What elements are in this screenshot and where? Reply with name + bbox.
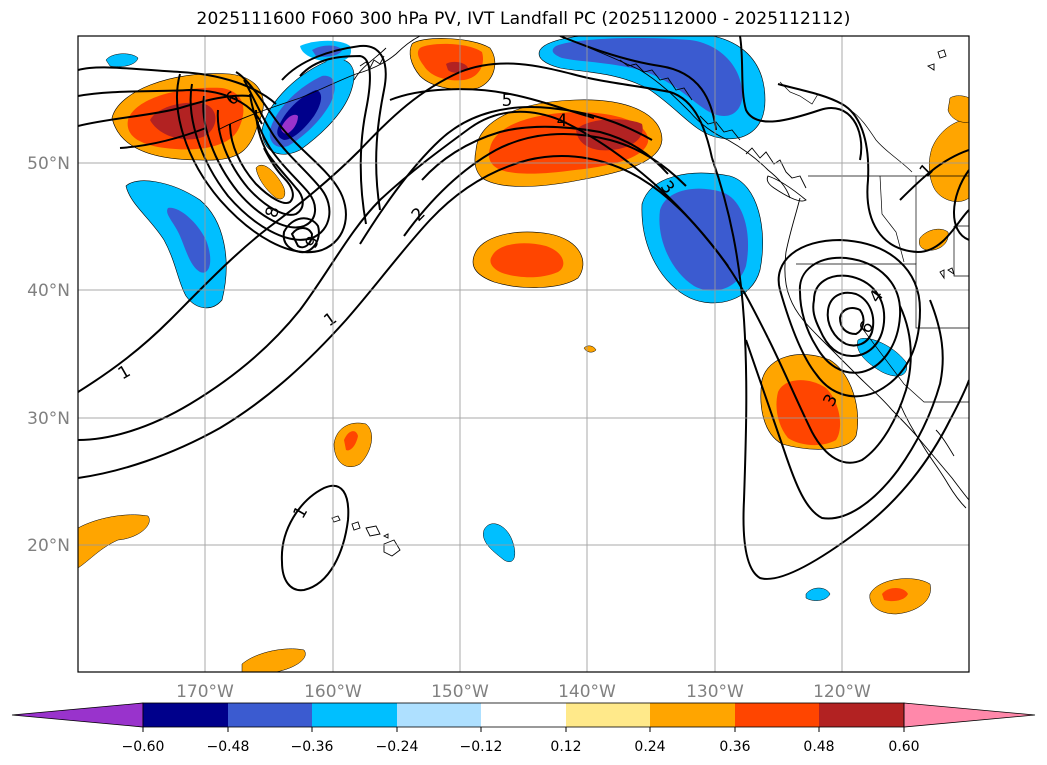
colorbar-tick-label: 0.60 xyxy=(888,739,919,755)
lon-label: 150°W xyxy=(431,682,489,702)
coastline-layer xyxy=(217,36,969,557)
latitude-labels: 50°N 40°N 30°N 20°N xyxy=(27,154,70,556)
lat-label: 20°N xyxy=(27,536,70,556)
colorbar-tick-label: 0.12 xyxy=(550,739,581,755)
contour-label: 5 xyxy=(502,91,513,111)
colorbar-extend-high xyxy=(903,702,1036,728)
colorbar-tick-label: −0.60 xyxy=(122,739,165,755)
colorbar-extend-low xyxy=(11,702,144,728)
colorbar-tick-label: 0.24 xyxy=(634,739,665,755)
colorbar-segment xyxy=(228,703,312,727)
colorbar-tick-label: 0.36 xyxy=(719,739,750,755)
lon-label: 170°W xyxy=(176,682,234,702)
colorbar-segment xyxy=(735,703,819,727)
lon-label: 120°W xyxy=(813,682,871,702)
longitude-labels: 170°W 160°W 150°W 140°W 130°W 120°W xyxy=(176,682,871,702)
colorbar-segment xyxy=(566,703,650,727)
colorbar-segment xyxy=(397,703,481,727)
lat-label: 30°N xyxy=(27,409,70,429)
colorbar: −0.60 −0.48 −0.36 −0.24 −0.12 0.12 0.24 … xyxy=(11,702,1036,755)
ivt-contour-layer xyxy=(78,36,969,592)
colorbar-tick-label: −0.36 xyxy=(291,739,334,755)
colorbar-tick-label: −0.24 xyxy=(376,739,419,755)
lon-label: 130°W xyxy=(686,682,744,702)
map-title: 2025111600 F060 300 hPa PV, IVT Landfall… xyxy=(196,9,851,29)
contour-label: 4 xyxy=(557,111,568,131)
colorbar-segment xyxy=(819,703,904,727)
colorbar-segment xyxy=(481,703,566,727)
colorbar-segment xyxy=(650,703,735,727)
colorbar-segment xyxy=(143,703,228,727)
colorbar-tick-label: −0.48 xyxy=(207,739,250,755)
lon-label: 140°W xyxy=(558,682,616,702)
lon-label: 160°W xyxy=(304,682,362,702)
graticule xyxy=(78,36,969,672)
colorbar-segment xyxy=(312,703,397,727)
contour-label: 8 xyxy=(262,204,284,220)
colorbar-tick-label: −0.12 xyxy=(460,739,503,755)
colorbar-tick-label: 0.48 xyxy=(803,739,834,755)
lat-label: 50°N xyxy=(27,154,70,174)
lat-label: 40°N xyxy=(27,281,70,301)
map-frame xyxy=(77,35,970,673)
